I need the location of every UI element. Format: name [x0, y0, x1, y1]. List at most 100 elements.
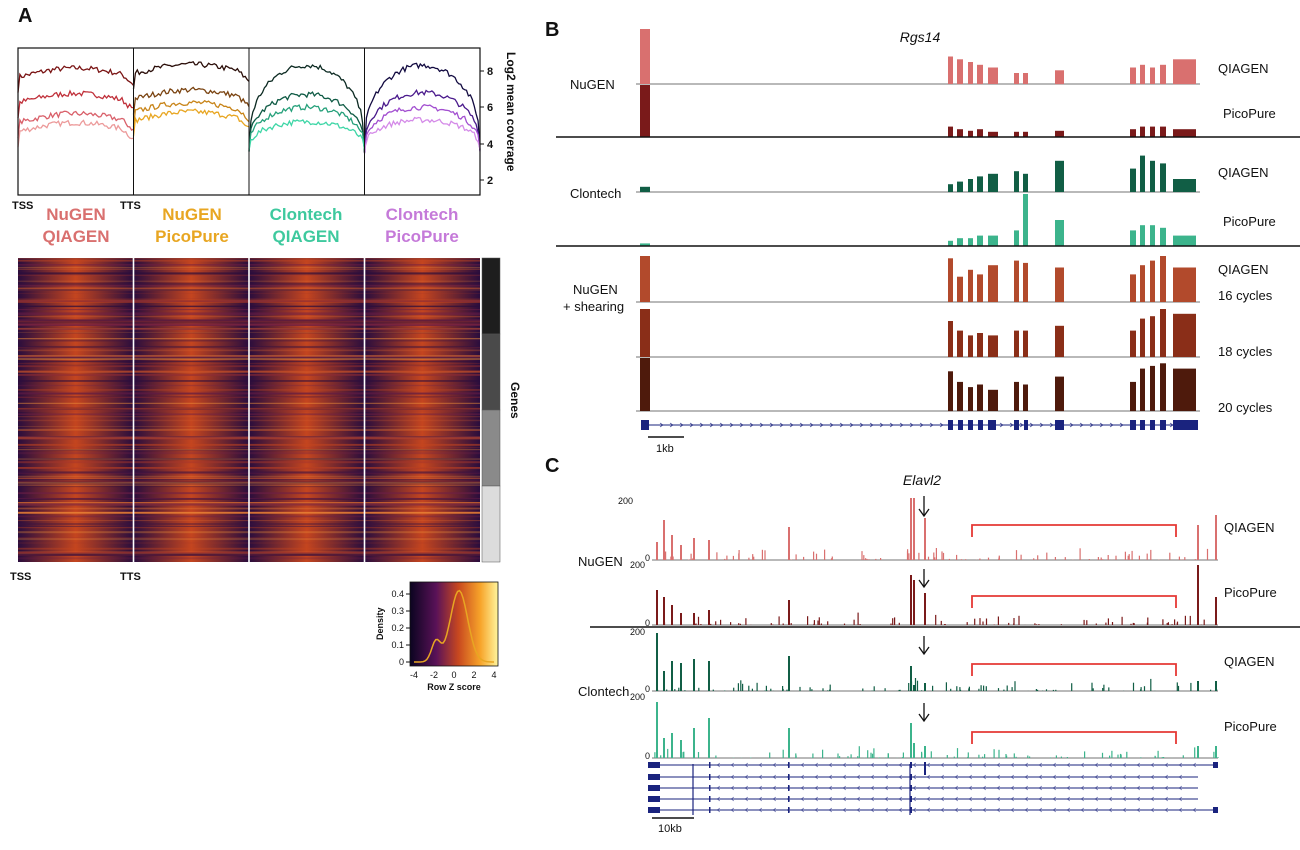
coverage-peak [1173, 267, 1196, 302]
coverage-noise [698, 687, 700, 691]
coverage-noise [950, 688, 952, 691]
scalebar-label: 1kb [656, 443, 674, 455]
coverage-peak [1197, 525, 1199, 560]
coverage-noise [967, 752, 969, 758]
strand-arrow [758, 762, 763, 768]
strand-arrow [769, 422, 774, 428]
exon [648, 785, 660, 791]
coverage-noise [983, 685, 985, 691]
coverage-noise [908, 683, 910, 691]
profile-line [363, 88, 481, 153]
gene-model-elavl2 [648, 762, 1218, 815]
legend-x-tick: 2 [471, 670, 476, 680]
coverage-noise [887, 753, 889, 758]
coverage-noise [715, 755, 717, 758]
strand-arrow [786, 807, 791, 813]
coverage-noise [1190, 682, 1192, 691]
coverage-noise [901, 757, 904, 758]
coverage-noise [803, 556, 805, 560]
profile-line [17, 89, 134, 119]
coverage-noise [684, 690, 686, 691]
exon [948, 420, 953, 430]
exon [788, 796, 790, 802]
coverage-noise [863, 555, 865, 560]
coverage-peak [977, 176, 983, 192]
coverage-noise [665, 551, 667, 560]
sample-label-clontech-picopure: PicoPure [385, 227, 459, 246]
coverage-peak [948, 240, 953, 246]
coverage-noise [795, 554, 797, 560]
coverage-noise [978, 754, 980, 758]
coverage-peak [924, 593, 926, 625]
coverage-noise [933, 552, 935, 560]
coverage-noise [865, 558, 867, 560]
coverage-noise [1206, 548, 1209, 560]
strand-arrow [814, 807, 819, 813]
coverage-noise [914, 678, 917, 691]
strand-arrow [1080, 796, 1085, 802]
coverage-peak [1023, 262, 1028, 302]
legend-y-label: Density [375, 607, 385, 640]
coverage-noise [770, 623, 772, 625]
bracket [971, 663, 1177, 676]
strand-arrow [912, 796, 917, 802]
coverage-noise [965, 559, 967, 560]
coverage-noise [829, 684, 831, 691]
arrow-head [918, 508, 930, 518]
strand-arrow [1019, 422, 1024, 428]
exon [958, 420, 963, 430]
coverage-noise [1157, 750, 1159, 758]
strand-arrow [939, 422, 944, 428]
profile-line [248, 64, 366, 154]
coverage-noise [873, 748, 875, 758]
coverage-peak [1173, 235, 1196, 246]
coverage-peak [948, 258, 953, 302]
strand-arrow [828, 762, 833, 768]
coverage-peak [977, 274, 983, 302]
coverage-noise [680, 623, 682, 625]
coverage-noise [715, 621, 717, 625]
coverage-peak [1150, 67, 1155, 84]
coverage-noise [968, 686, 970, 691]
elavl2-arrows [918, 496, 930, 723]
panel-b: B Rgs14 NuGEN Clontech NuGEN + shearing … [545, 19, 1300, 455]
coverage-peak [1055, 160, 1064, 192]
coverage-noise [1176, 621, 1179, 625]
strand-arrow [898, 796, 903, 802]
coverage-peak [671, 535, 673, 560]
coverage-noise [782, 623, 784, 625]
coverage-peak [788, 656, 790, 691]
coverage-peak [977, 333, 983, 357]
coverage-peak [680, 663, 682, 691]
coverage-noise [862, 688, 864, 691]
coverage-noise [1008, 622, 1010, 625]
coverage-noise [997, 688, 1000, 691]
coverage-noise [1015, 756, 1017, 758]
coverage-noise [1166, 623, 1168, 625]
exon [924, 762, 926, 775]
coverage-noise [1055, 689, 1057, 691]
coverage-noise [967, 756, 969, 758]
coverage-noise [1107, 618, 1109, 625]
strand-arrow [926, 785, 931, 791]
strand-arrow [940, 807, 945, 813]
strand-arrow [899, 422, 904, 428]
coverage-noise [1169, 552, 1171, 560]
coverage-noise [745, 618, 747, 625]
coverage-peak [1215, 597, 1217, 625]
coverage-noise [894, 617, 896, 625]
coverage-noise [857, 612, 859, 625]
track-label: 16 cycles [1218, 288, 1273, 303]
coverage-peak [1150, 316, 1155, 357]
strand-arrow [1024, 762, 1029, 768]
coverage-noise [1107, 555, 1109, 560]
coverage-peak [693, 538, 695, 560]
track-label: QIAGEN [1218, 165, 1269, 180]
strand-arrow [884, 774, 889, 780]
coverage-noise [997, 616, 999, 625]
exon [709, 762, 711, 768]
coverage-noise [1037, 689, 1039, 691]
track-label: PicoPure [1224, 585, 1277, 600]
coverage-peak [1130, 129, 1136, 137]
coverage-noise [984, 754, 986, 758]
